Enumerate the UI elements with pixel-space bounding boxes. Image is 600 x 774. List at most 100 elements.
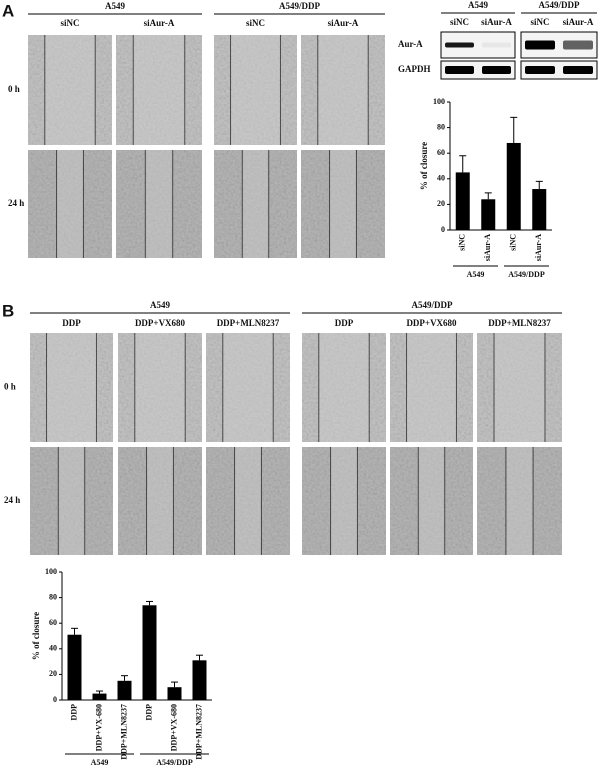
scratch-gap bbox=[223, 333, 273, 442]
micrograph bbox=[390, 447, 473, 555]
blot-box bbox=[520, 60, 598, 80]
blot-band bbox=[445, 66, 474, 74]
micrograph-field bbox=[302, 447, 386, 555]
group-label: A549 bbox=[91, 758, 109, 767]
micrograph-field bbox=[28, 150, 112, 258]
bar bbox=[67, 634, 82, 700]
micrograph-field bbox=[477, 447, 562, 555]
x-tick-label: DDP bbox=[69, 704, 78, 721]
scratch-gap bbox=[495, 333, 544, 442]
micrograph-field bbox=[302, 333, 386, 442]
x-tick-label: DDP+MLN8237 bbox=[194, 704, 203, 760]
micrograph-field bbox=[477, 333, 562, 442]
micrograph-field bbox=[206, 447, 290, 555]
micrograph bbox=[214, 35, 297, 145]
micrograph bbox=[301, 35, 385, 145]
bar bbox=[455, 172, 470, 230]
micrograph bbox=[477, 333, 562, 442]
micrograph bbox=[477, 447, 562, 555]
scratch-gap bbox=[331, 447, 357, 555]
scratch-gap bbox=[407, 333, 456, 442]
micrograph-field bbox=[214, 35, 297, 145]
scratch-gap bbox=[319, 333, 369, 442]
panel-label: A bbox=[2, 1, 14, 20]
scratch-gap bbox=[318, 35, 368, 145]
micrograph bbox=[302, 333, 386, 442]
micrograph-field bbox=[301, 150, 385, 258]
condition-label: DDP bbox=[335, 318, 354, 328]
group-label: A549 bbox=[105, 1, 125, 11]
row-label: 0 h bbox=[8, 84, 20, 94]
scratch-gap bbox=[146, 150, 172, 258]
blot-band bbox=[563, 40, 593, 50]
bar bbox=[142, 605, 157, 700]
y-tick-label: 80 bbox=[49, 592, 57, 601]
y-tick-label: 40 bbox=[437, 174, 445, 183]
micrograph-field bbox=[30, 447, 113, 555]
scratch-gap bbox=[134, 35, 184, 145]
micrograph bbox=[28, 150, 112, 258]
micrograph-field bbox=[116, 35, 202, 145]
x-tick-label: siNC bbox=[458, 234, 467, 251]
x-tick-label: siAur-A bbox=[534, 234, 543, 261]
group-label: A549 bbox=[467, 270, 485, 279]
condition-label: DDP+VX680 bbox=[135, 318, 186, 328]
blot-band bbox=[445, 42, 474, 48]
bar bbox=[532, 189, 547, 230]
x-tick-label: DDP+VX-680 bbox=[94, 704, 103, 751]
y-tick-label: 60 bbox=[437, 148, 445, 157]
blot-band bbox=[525, 40, 555, 50]
micrograph-field bbox=[118, 447, 202, 555]
micrograph bbox=[116, 35, 202, 145]
lane-label: siNC bbox=[530, 17, 549, 27]
blot-band bbox=[482, 42, 511, 48]
x-tick-label: siAur-A bbox=[483, 234, 492, 261]
y-tick-label: 40 bbox=[49, 644, 57, 653]
scratch-gap bbox=[419, 447, 444, 555]
micrograph bbox=[30, 447, 113, 555]
micrograph-field bbox=[390, 447, 473, 555]
lane-label: siAur-A bbox=[563, 17, 594, 27]
condition-label: siNC bbox=[246, 18, 265, 28]
group-label: A549/DDP bbox=[156, 758, 193, 767]
row-label: 24 h bbox=[4, 495, 20, 505]
condition-label: DDP+MLN8237 bbox=[488, 318, 551, 328]
micrograph-field bbox=[214, 150, 297, 258]
x-tick-label: DDP+MLN8237 bbox=[119, 704, 128, 760]
scratch-gap bbox=[59, 447, 84, 555]
blot-band bbox=[563, 66, 593, 74]
y-tick-label: 100 bbox=[433, 97, 445, 106]
micrograph-field bbox=[301, 35, 385, 145]
scratch-gap bbox=[47, 333, 96, 442]
scratch-gap bbox=[57, 150, 83, 258]
micrograph bbox=[118, 333, 202, 442]
y-tick-label: 0 bbox=[53, 695, 57, 704]
blot-row-label: Aur-A bbox=[398, 39, 423, 49]
condition-label: DDP bbox=[62, 318, 81, 328]
y-tick-label: 20 bbox=[437, 199, 445, 208]
x-tick-label: siNC bbox=[509, 234, 518, 251]
scratch-gap bbox=[243, 150, 268, 258]
micrograph bbox=[28, 35, 112, 145]
y-tick-label: 0 bbox=[441, 225, 445, 234]
condition-label: siAur-A bbox=[328, 18, 359, 28]
bar bbox=[506, 142, 521, 230]
micrograph bbox=[116, 150, 202, 258]
y-tick-label: 80 bbox=[437, 122, 445, 131]
y-tick-label: 100 bbox=[45, 567, 57, 576]
scratch-gap bbox=[147, 447, 173, 555]
lane-label: siNC bbox=[450, 17, 469, 27]
blot-box bbox=[440, 31, 516, 59]
blot-band bbox=[525, 66, 555, 74]
y-tick-label: 20 bbox=[49, 669, 57, 678]
x-tick-label: DDP+VX-680 bbox=[169, 704, 178, 751]
group-label: A549/DDP bbox=[508, 270, 545, 279]
condition-label: siNC bbox=[60, 18, 79, 28]
micrograph bbox=[118, 447, 202, 555]
blot-row-label: GAPDH bbox=[398, 64, 431, 74]
condition-label: DDP+VX680 bbox=[406, 318, 457, 328]
x-tick-label: DDP bbox=[144, 704, 153, 721]
scratch-gap bbox=[506, 447, 533, 555]
blot-band bbox=[482, 66, 511, 74]
